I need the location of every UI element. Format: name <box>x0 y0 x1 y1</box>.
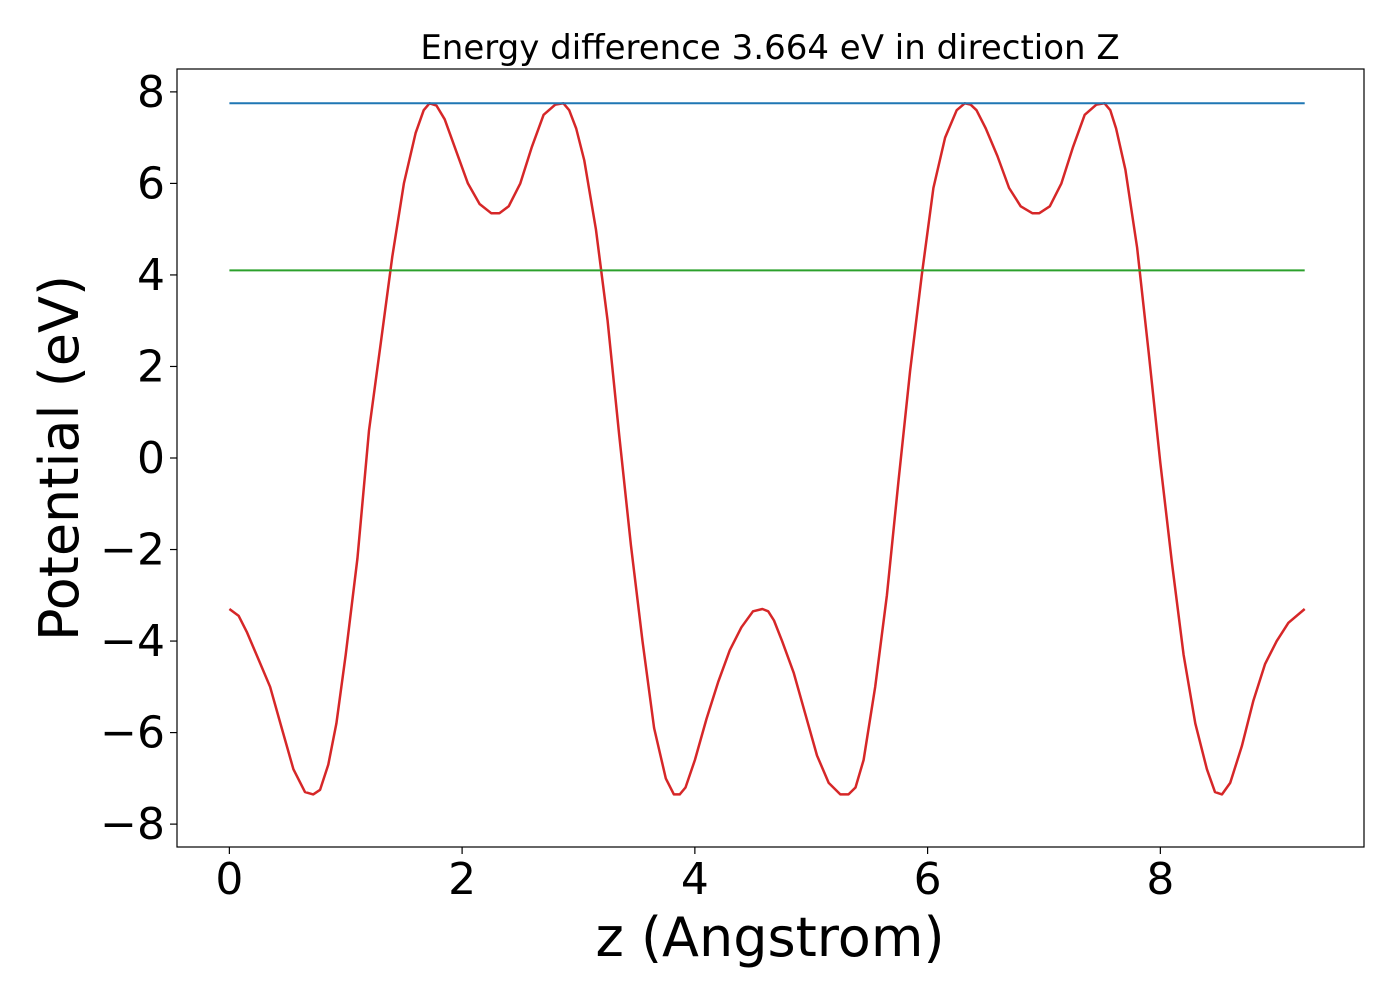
y-tick-label: −4 <box>100 616 165 667</box>
y-tick-label: 2 <box>137 341 165 392</box>
x-axis-ticks: 0 2 4 6 8 <box>215 847 1174 905</box>
y-axis-label: Potential (eV) <box>28 275 91 641</box>
y-tick-label: −8 <box>100 799 165 850</box>
y-axis-ticks: −8 −6 −4 −2 0 2 4 6 8 <box>100 67 177 850</box>
y-tick-label: 4 <box>137 250 165 301</box>
x-axis-label: z (Angstrom) <box>595 906 944 969</box>
y-tick-label: −6 <box>100 708 165 759</box>
series-layer <box>228 102 1306 796</box>
chart-title: Energy difference 3.664 eV in direction … <box>420 28 1119 68</box>
x-tick-label: 6 <box>914 854 942 905</box>
x-tick-label: 0 <box>215 854 243 905</box>
series-potential-curve <box>228 102 1306 796</box>
plot-area <box>176 68 1365 848</box>
y-tick-label: 8 <box>137 67 165 118</box>
y-tick-label: −2 <box>100 525 165 576</box>
x-tick-label: 4 <box>681 854 709 905</box>
x-tick-label: 2 <box>448 854 476 905</box>
y-tick-label: 0 <box>137 433 165 484</box>
y-tick-label: 6 <box>137 158 165 209</box>
x-tick-label: 8 <box>1146 854 1174 905</box>
